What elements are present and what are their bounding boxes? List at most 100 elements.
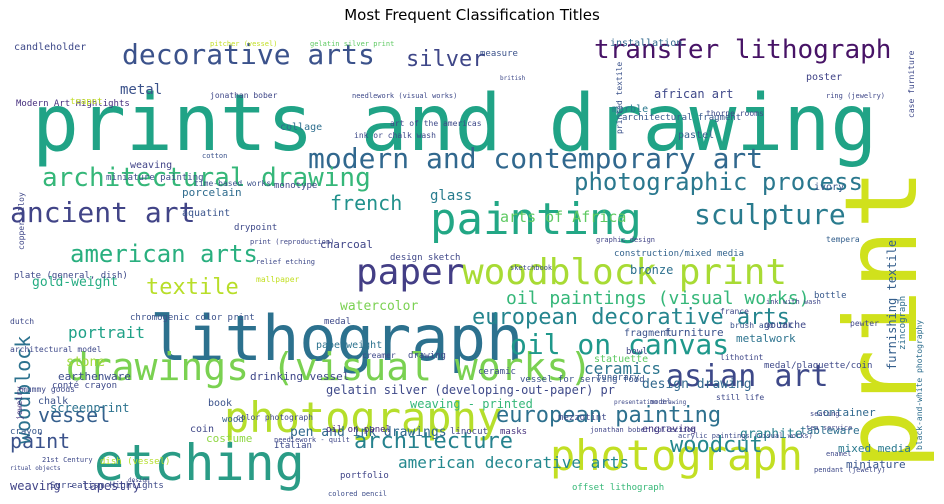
word-model: model (650, 398, 671, 406)
word-architectural-drawing: architectural drawing (42, 163, 371, 193)
word-jonathan-bober-collection: jonathan bober collection (590, 426, 695, 434)
word-enamel: enamel (826, 450, 851, 458)
word-design-sketch: design sketch (390, 253, 460, 263)
word-pewter: pewter (850, 319, 879, 328)
word-time-based-works: time-based works (194, 179, 271, 188)
word-engraving: engraving (642, 424, 696, 435)
word-gold-weight: gold-weight (32, 275, 118, 290)
word-art-of-the-americas: art of the americas (390, 119, 482, 128)
word-drinking-vessel: drinking vessel (250, 370, 349, 383)
word-glass: glass (430, 188, 472, 204)
word-acrylic-paintings-visual-works: acrylic paintings (visual works) (678, 432, 813, 440)
word-vessel-for-serving-food: vessel for serving food (520, 375, 645, 385)
word-modern-art-highlights: Modern Art Highlights (16, 99, 130, 109)
word-drawings-visual-works: drawings (visual works) (66, 345, 592, 389)
word-plate-general-dish: plate (general, dish) (14, 271, 128, 281)
word-costume: costume (206, 432, 252, 445)
word-earthenware: earthenware (58, 370, 131, 383)
word-metalwork: metalwork (736, 332, 796, 345)
word-sculpture: sculpture (694, 198, 846, 231)
word-fragment: fragment (624, 328, 672, 339)
word-book: book (208, 398, 232, 409)
word-mummy-goods: mummy goods (22, 385, 75, 394)
word-ink-with-wash: ink with wash (766, 298, 821, 306)
word-linocut: linocut (450, 427, 488, 437)
word-ritual-objects: ritual objects (10, 465, 61, 472)
word-jonathan-bober: jonathan bober (210, 91, 278, 100)
word-case-furniture: case furniture (907, 50, 916, 118)
word-funerary: funerary (596, 373, 640, 383)
word-silver: silver (406, 47, 485, 72)
word-european-painting: european painting (496, 403, 721, 428)
word-copper-alloy: copper alloy (17, 192, 26, 250)
word-thorne-rooms: thorne rooms (706, 109, 764, 118)
word-needlework-visual-works: needlework (visual works) (352, 92, 457, 100)
word-chromogenic-color-print: chromogenic color print (130, 313, 255, 323)
word-21st-century: 21st Century (42, 456, 93, 464)
word-ceramic: ceramic (478, 367, 516, 377)
word-gouache: gouache (764, 320, 806, 331)
word-american-arts: american arts (70, 240, 258, 268)
word-textile: textile (146, 275, 239, 300)
word-italian: Italian (274, 441, 312, 451)
word-american-decorative-arts: american decorative arts (398, 453, 629, 472)
word-british: british (500, 75, 526, 82)
word-design-drawing: design drawing (642, 377, 752, 392)
word-gelatin-silver-developing-out-paper-pr: gelatin silver (developing-out-paper) pr (326, 383, 615, 397)
word-charcoal: charcoal (320, 238, 373, 251)
word-ring-jewelry: ring (jewelry) (826, 92, 885, 100)
word-design: design (128, 477, 150, 484)
word-tea-service: tea service (806, 424, 852, 432)
word-pen-and-ink-drawings: pen and ink drawings (290, 425, 447, 440)
word-monotype: monotype (274, 181, 317, 191)
chart-title: Most Frequent Classification Titles (344, 6, 600, 24)
word-ceramics: ceramics (584, 359, 661, 378)
word-photograph: photograph (550, 431, 803, 480)
word-graphic-design: graphic design (596, 236, 655, 244)
word-drypoint: drypoint (234, 223, 277, 233)
word-miniature-painting: miniature painting (106, 173, 204, 183)
word-lithotint: lithotint (720, 353, 764, 362)
word-architectural-model: architectural model (10, 345, 102, 354)
word-cloud-svg: prints and drawingprintlithographpaintin… (10, 35, 934, 496)
word-medal: medal (324, 317, 351, 327)
word-pendant-jewelry: pendant (jewelry) (814, 466, 886, 474)
word-pastel: pastel (678, 130, 714, 141)
word-decorative-arts: decorative arts (122, 38, 375, 71)
word-teapot: teapot (70, 97, 103, 107)
word-ink-or-chalk-wash: ink or chalk wash (354, 131, 436, 140)
word-printed-textile: printed textile (615, 62, 624, 134)
word-paint: paint (10, 429, 70, 453)
word-seating: seating (810, 410, 840, 418)
word-ancient-art: ancient art (10, 196, 195, 229)
word-print: print (823, 169, 934, 470)
word-relief-etching: relief etching (256, 258, 315, 266)
word-medal-plaquette-coin: medal/plaquette/coin (764, 361, 872, 371)
word-portrait: portrait (68, 323, 145, 342)
word-oil-on-panel: oil on panel (326, 425, 391, 435)
word-coin: coin (190, 424, 214, 435)
word-screenprint: screenprint (50, 401, 129, 415)
word-prints-and-drawing: prints and drawing (32, 79, 877, 169)
word-bottle: bottle (814, 291, 847, 301)
word-installation: installation (610, 38, 682, 49)
word-print-reproduction: print (reproduction) (250, 238, 334, 246)
word-france: france (720, 307, 749, 316)
word-colored-pencil: colored pencil (328, 490, 387, 496)
word-offset-lithograph: offset lithograph (572, 483, 664, 493)
word-zincograph: zincograph (898, 296, 908, 350)
word-construction-mixed-media: construction/mixed media (614, 249, 744, 259)
word-jewelry: jewelry (15, 386, 24, 420)
word-pitcher-vessel: pitcher (vessel) (210, 40, 277, 48)
word-european-decorative-arts: european decorative arts (472, 305, 790, 330)
word-painting: painting (430, 194, 642, 245)
word-black-and-white-photography: black-and-white photography (915, 320, 924, 450)
word-ivory: ivory (814, 182, 844, 193)
word-tableware: tableware (800, 424, 860, 437)
word-metal: metal (120, 82, 162, 98)
word-bronze: bronze (630, 263, 673, 277)
word-watercolor: watercolor (340, 299, 418, 314)
word-surrealism-highlights: Surrealism Highlights (50, 481, 164, 491)
word-woodblock: woodblock (11, 336, 35, 444)
word-chalk: chalk (38, 396, 68, 407)
